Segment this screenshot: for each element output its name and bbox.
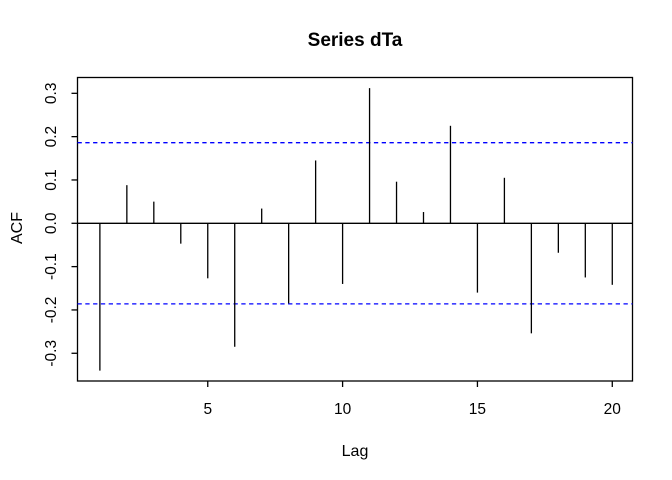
y-tick-label: 0.0 [43,212,60,234]
x-axis-label: Lag [342,443,369,460]
x-tick-label: 5 [203,401,212,418]
x-tick-label: 20 [604,401,622,418]
y-tick-label: 0.1 [43,169,60,191]
y-tick-label: -0.3 [43,340,60,367]
x-tick-label: 10 [334,401,352,418]
y-axis-label: ACF [9,212,26,244]
y-tick-label: 0.2 [43,126,60,148]
chart-layer: 5 10 15 20 -0.3 -0.2 -0.1 0.0 0.1 0.2 0.3 [43,76,634,418]
plot-title: Series dTa [308,30,403,51]
y-tick-label: -0.1 [43,253,60,280]
y-tick-label: 0.3 [43,83,60,105]
y-tick-label: -0.2 [43,297,60,324]
x-tick-label: 15 [469,401,486,418]
plot-border [76,76,634,382]
